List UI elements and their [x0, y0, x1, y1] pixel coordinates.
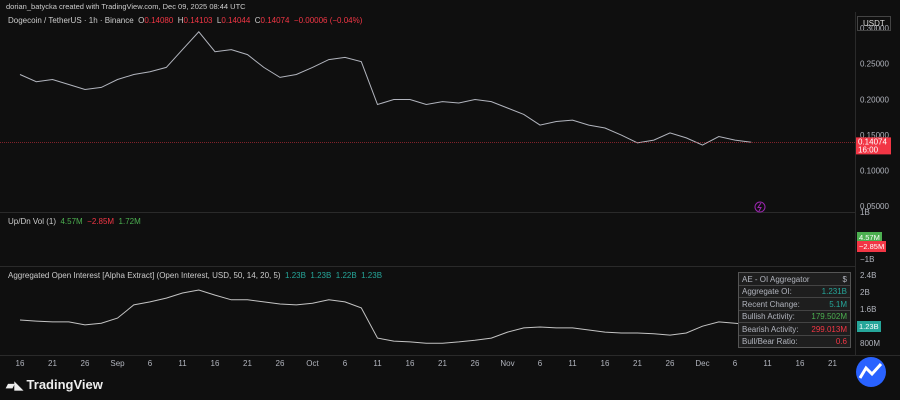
event-icon [757, 202, 762, 212]
row-value: 5.1M [829, 299, 847, 309]
x-tick-label: 21 [438, 359, 447, 368]
volume-legend: Up/Dn Vol (1) 4.57M −2.85M 1.72M [8, 217, 141, 226]
y-tick-label: 1.6B [860, 305, 876, 314]
x-tick-label: 21 [48, 359, 57, 368]
y-tick-label: 0.05000 [860, 202, 889, 211]
row-value: 299.013M [811, 324, 847, 334]
volume-down-label: −2.85M [857, 241, 887, 252]
y-tick-label: −1B [860, 255, 874, 264]
volume-up-label: 4.57M [857, 232, 882, 243]
x-tick-label: 6 [148, 359, 153, 368]
legend-value: 4.57M [60, 217, 83, 226]
x-tick-label: 16 [796, 359, 805, 368]
legend-value: 1.22B [335, 271, 357, 280]
table-currency: $ [842, 274, 847, 284]
event-icon[interactable] [754, 201, 766, 213]
logo-badge [858, 362, 883, 379]
x-tick-label: 6 [733, 359, 738, 368]
table-row: Bull/Bear Ratio: 0.6 [739, 334, 850, 348]
y-tick-label: 0.10000 [860, 167, 889, 176]
row-value: 1.231B [821, 287, 847, 296]
ohlc-value: 0.14044 [221, 16, 251, 25]
x-tick-label: 6 [343, 359, 348, 368]
row-label: Aggregate OI: [742, 287, 792, 296]
data-line [19, 289, 752, 344]
row-label: Bullish Activity: [742, 312, 795, 321]
ohlc-value: 0.14080 [144, 16, 174, 25]
legend-value: 1.23B [285, 271, 306, 280]
x-tick-label: 21 [243, 359, 252, 368]
y-tick-label: 0.15000 [860, 131, 889, 140]
table-row: Recent Change: 5.1M [739, 297, 850, 310]
oi-legend: Aggregated Open Interest [Alpha Extract]… [8, 271, 382, 280]
legend-value: −2.85M [87, 217, 115, 226]
x-tick-label: Oct [306, 359, 319, 368]
ohlc-label: O [138, 16, 145, 25]
oi-table: AE - OI Aggregator $ Aggregate OI: 1.231B … [738, 272, 851, 348]
ohlc-value: 0.14074 [260, 16, 290, 25]
legend-value: 1.23B [361, 271, 383, 280]
indicator-title: Up/Dn Vol (1) [8, 217, 57, 226]
x-tick-label: 11 [373, 359, 382, 368]
x-tick-label: 16 [601, 359, 610, 368]
y-tick-label: 0.30000 [860, 24, 889, 33]
x-tick-label: 11 [568, 359, 577, 368]
x-tick-label: 26 [666, 359, 675, 368]
countdown: 16:00 [858, 145, 879, 154]
row-value: 0.6 [835, 337, 847, 346]
x-tick-label: 26 [471, 359, 480, 368]
ohlc-label: L [216, 16, 222, 25]
y-tick-label: 1B [860, 208, 870, 217]
y-tick-label: 2.4B [860, 271, 876, 280]
x-tick-label: 21 [633, 359, 642, 368]
x-tick-label: 26 [276, 359, 285, 368]
x-tick-label: 16 [16, 359, 25, 368]
y-tick-label: 0.25000 [860, 60, 889, 69]
brand-name: TradingView [26, 377, 103, 392]
row-label: Recent Change: [742, 299, 800, 309]
last-price-box [856, 137, 891, 155]
ohlc-value: 0.14103 [183, 16, 213, 25]
data-line [19, 31, 752, 146]
y-tick-label: 2B [860, 288, 870, 297]
x-tick-label: 16 [406, 359, 415, 368]
x-tick-label: 11 [763, 359, 772, 368]
x-tick-label: 21 [828, 359, 837, 368]
ohlc-label: H [177, 16, 184, 25]
y-tick-label: 0.20000 [860, 95, 889, 104]
table-row: Bullish Activity: 179.502M [739, 309, 850, 323]
x-tick-label: 16 [211, 359, 220, 368]
price-legend: Dogecoin / TetherUS · 1h · Binance O0.14… [8, 16, 362, 25]
legend-value: 1.72M [118, 217, 141, 226]
x-tick-label: Dec [695, 359, 709, 368]
x-tick-label: 26 [81, 359, 90, 368]
table-row: Bearish Activity: 299.013M [739, 322, 850, 335]
x-tick-label: Sep [110, 359, 125, 368]
table-row: Aggregate OI: 1.231B [739, 284, 850, 298]
x-tick-label: Nov [500, 359, 514, 368]
brand: ▰◣ TradingView [6, 377, 103, 392]
x-tick-label: 6 [538, 359, 543, 368]
row-value: 179.502M [811, 312, 847, 321]
table-header: AE - OI Aggregator $ [739, 273, 850, 285]
row-label: Bull/Bear Ratio: [742, 337, 798, 346]
row-label: Bearish Activity: [742, 324, 799, 334]
symbol: Dogecoin / TetherUS · 1h · Binance [8, 16, 134, 25]
y-tick-label: 800M [860, 339, 880, 348]
currency[interactable]: USDT [857, 16, 891, 31]
change: −0.00006 (−0.04%) [293, 16, 363, 25]
x-tick-label: 11 [178, 359, 187, 368]
indicator-title: Aggregated Open Interest [Alpha Extract]… [8, 271, 281, 280]
ohlc-label: C [254, 16, 261, 25]
legend-value: 1.23B [310, 271, 332, 280]
oi-last-label: 1.23B [857, 321, 881, 332]
table-title: AE - OI Aggregator [742, 274, 810, 284]
last-price-label: 0.14074 [858, 137, 887, 146]
credit: dorian_batycka created with TradingView.… [6, 2, 246, 11]
